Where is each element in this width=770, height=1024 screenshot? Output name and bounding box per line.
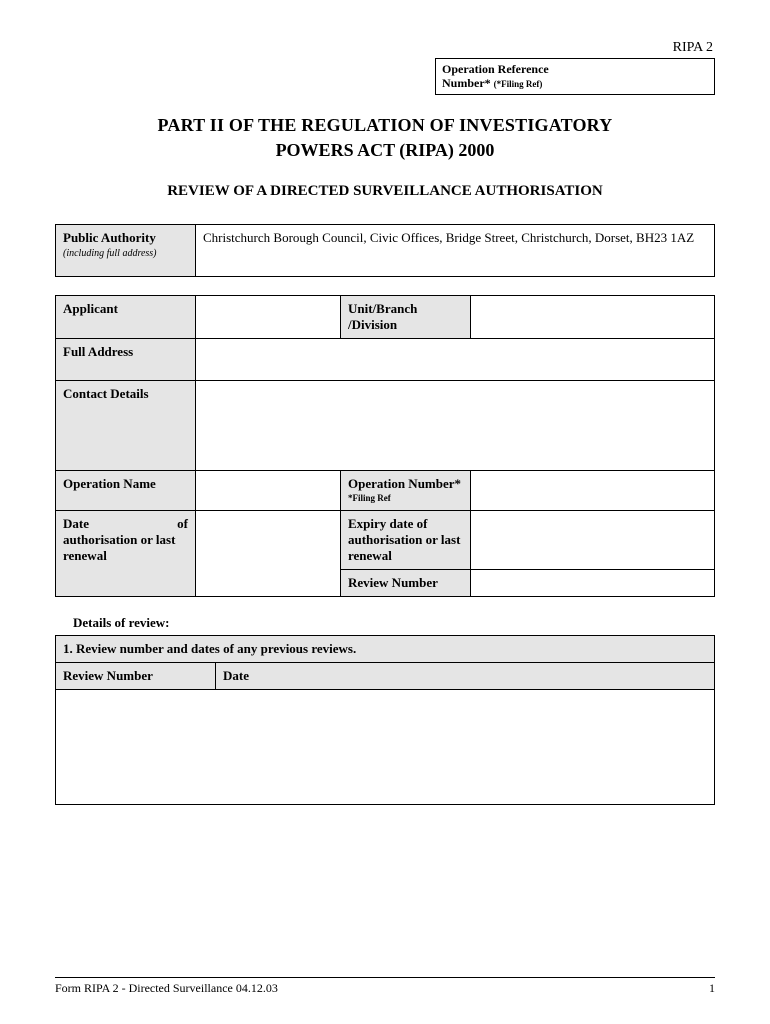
operation-number-label-cell: Operation Number* *Filing Ref bbox=[341, 470, 471, 510]
ripa-label: RIPA 2 bbox=[673, 40, 713, 56]
page-title-line2: POWERS ACT (RIPA) 2000 bbox=[55, 140, 715, 161]
applicant-value[interactable] bbox=[196, 295, 341, 338]
page-title-line1: PART II OF THE REGULATION OF INVESTIGATO… bbox=[55, 115, 715, 136]
operation-number-small: *Filing Ref bbox=[348, 493, 463, 503]
unit-value[interactable] bbox=[471, 295, 715, 338]
operation-reference-box: Operation Reference Number* (*Filing Ref… bbox=[435, 58, 715, 95]
full-address-value[interactable] bbox=[196, 338, 715, 380]
review-table-col2: Date bbox=[216, 662, 715, 689]
contact-details-value[interactable] bbox=[196, 380, 715, 470]
full-address-label: Full Address bbox=[56, 338, 196, 380]
review-table-body[interactable] bbox=[56, 689, 715, 804]
public-authority-value: Christchurch Borough Council, Civic Offi… bbox=[196, 224, 715, 276]
operation-name-label: Operation Name bbox=[56, 470, 196, 510]
review-number-value[interactable] bbox=[471, 569, 715, 596]
public-authority-label: Public Authority bbox=[63, 230, 156, 245]
footer-left: Form RIPA 2 - Directed Surveillance 04.1… bbox=[55, 981, 278, 996]
date-auth-label-b: of bbox=[177, 516, 188, 532]
public-authority-label-cell: Public Authority (including full address… bbox=[56, 224, 196, 276]
footer-page-number: 1 bbox=[709, 981, 715, 996]
date-auth-label-a: Date bbox=[63, 516, 89, 532]
expiry-value[interactable] bbox=[471, 510, 715, 569]
op-ref-label-small: (*Filing Ref) bbox=[494, 79, 543, 89]
header-row: RIPA 2 Operation Reference Number* (*Fil… bbox=[55, 40, 715, 95]
review-table-heading: 1. Review number and dates of any previo… bbox=[56, 635, 715, 662]
details-of-review-label: Details of review: bbox=[73, 615, 715, 631]
operation-name-value[interactable] bbox=[196, 470, 341, 510]
operation-number-value[interactable] bbox=[471, 470, 715, 510]
review-number-label: Review Number bbox=[341, 569, 471, 596]
date-auth-label-c: authorisation or last renewal bbox=[63, 532, 175, 563]
page-subtitle: REVIEW OF A DIRECTED SURVEILLANCE AUTHOR… bbox=[55, 183, 715, 200]
public-authority-table: Public Authority (including full address… bbox=[55, 224, 715, 277]
operation-reference-value[interactable] bbox=[586, 59, 714, 94]
operation-number-label: Operation Number* bbox=[348, 476, 461, 491]
header-right: RIPA 2 Operation Reference Number* (*Fil… bbox=[435, 40, 715, 95]
date-auth-label-cell: Date of authorisation or last renewal bbox=[56, 510, 196, 596]
contact-details-label: Contact Details bbox=[56, 380, 196, 470]
page-footer: Form RIPA 2 - Directed Surveillance 04.1… bbox=[55, 977, 715, 996]
review-details-table: 1. Review number and dates of any previo… bbox=[55, 635, 715, 805]
unit-label: Unit/Branch /Division bbox=[341, 295, 471, 338]
expiry-label: Expiry date of authorisation or last ren… bbox=[341, 510, 471, 569]
review-table-col1: Review Number bbox=[56, 662, 216, 689]
public-authority-hint: (including full address) bbox=[63, 248, 188, 259]
date-auth-value[interactable] bbox=[196, 510, 341, 596]
operation-reference-label: Operation Reference Number* (*Filing Ref… bbox=[436, 59, 586, 94]
applicant-label: Applicant bbox=[56, 295, 196, 338]
applicant-table: Applicant Unit/Branch /Division Full Add… bbox=[55, 295, 715, 597]
